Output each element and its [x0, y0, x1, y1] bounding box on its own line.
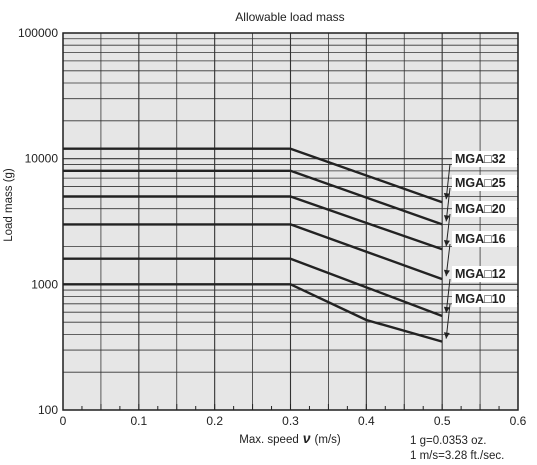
series-label-mga20: MGA□20	[443, 201, 517, 247]
series-label-background	[452, 151, 517, 167]
chart-title: Allowable load mass	[235, 10, 344, 24]
series-lines	[63, 147, 443, 343]
x-tick-label: 0.6	[510, 414, 527, 428]
series-label-background	[452, 231, 517, 247]
series-line-mga16	[63, 223, 443, 281]
tick-labels: 0 0.1 0.2 0.3 0.4 0.5 0.6 100 1000 10000 100000	[18, 26, 527, 428]
x-axis-symbol: ν	[303, 430, 311, 446]
leader-arrowhead	[443, 240, 450, 247]
leader-arrowhead	[443, 306, 450, 313]
x-tick-label: 0.5	[434, 414, 451, 428]
series-label-mga12: MGA□12	[443, 266, 517, 314]
x-tick-label: 0	[60, 414, 67, 428]
series-label-mga25: MGA□25	[443, 175, 517, 222]
series-label-background	[452, 266, 517, 282]
x-axis-label-text: Max. speed	[239, 434, 298, 446]
y-tick-label: 10000	[25, 152, 59, 166]
series-label-text: MGA□25	[455, 176, 506, 190]
series-label-mga32: MGA□32	[443, 151, 517, 200]
series-label-mga10: MGA□10	[443, 291, 517, 339]
leader-arrowhead	[443, 332, 450, 339]
y-tick-label: 100	[38, 403, 58, 417]
unit-note-speed: 1 m/s=3.28 ft./sec.	[410, 450, 504, 462]
series-line-mga32	[63, 147, 443, 204]
x-tick-label: 0.3	[282, 414, 299, 428]
y-tick-label: 1000	[31, 277, 58, 291]
x-tick-label: 0.1	[130, 414, 147, 428]
series-label-text: MGA□20	[455, 202, 506, 216]
series-label-background	[452, 291, 517, 307]
series-label-text: MGA□32	[455, 152, 506, 166]
series-line-mga20	[63, 195, 443, 251]
series-line-mga12	[63, 257, 443, 318]
y-axis-label: Load mass (g)	[3, 168, 15, 242]
series-label-mga16: MGA□16	[443, 231, 517, 277]
series-line-mga10	[63, 283, 443, 343]
x-tick-label: 0.4	[358, 414, 375, 428]
series-line-mga25	[63, 169, 443, 226]
x-axis-unit: (m/s)	[315, 434, 341, 446]
series-label-background	[452, 201, 517, 217]
y-tick-label: 100000	[18, 26, 58, 40]
leader-arrowhead	[443, 193, 450, 200]
x-axis-label: Max. speed ν (m/s)	[239, 430, 341, 446]
plot-frame	[62, 32, 519, 411]
series-label-text: MGA□12	[455, 267, 506, 281]
series-label-background	[452, 175, 517, 191]
series-label-text: MGA□16	[455, 232, 506, 246]
leader-arrowhead	[443, 215, 450, 222]
series-labels: MGA□32 MGA□25 MGA□20 MGA□16 MGA□12 MGA□10	[443, 151, 517, 339]
series-label-text: MGA□10	[455, 292, 506, 306]
unit-note-mass: 1 g=0.0353 oz.	[410, 435, 486, 447]
x-tick-label: 0.2	[206, 414, 223, 428]
leader-arrowhead	[443, 269, 450, 277]
